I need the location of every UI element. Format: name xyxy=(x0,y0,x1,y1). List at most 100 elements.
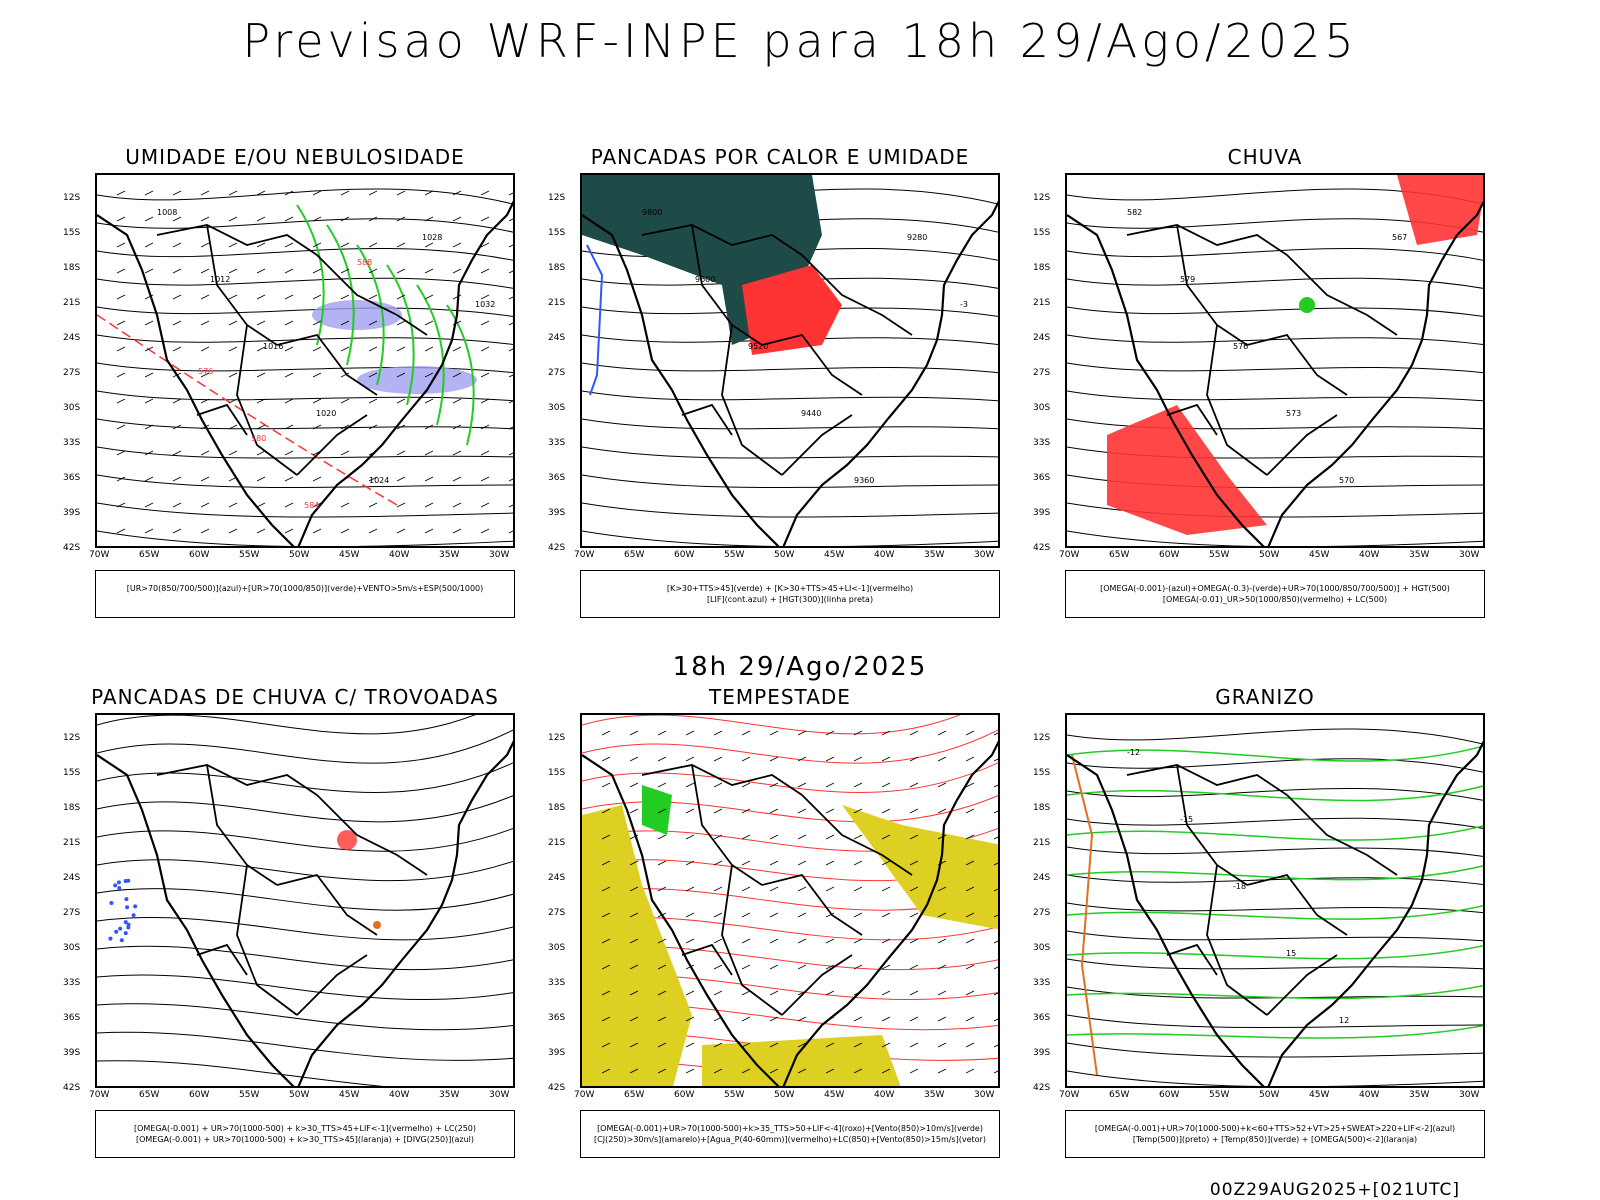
map-panel-6: GRANIZO -12 -15 -18 15 12 12S 15S 18S 21S 24S 27S 30… xyxy=(1045,685,1485,1145)
lon-tick-label: 65W xyxy=(139,1090,159,1100)
lat-tick-label: 15S xyxy=(63,768,80,778)
lon-tick-label: 65W xyxy=(139,550,159,560)
lat-tick-label: 21S xyxy=(63,838,80,848)
lat-tick-label: 33S xyxy=(63,978,80,988)
weather-map: 9800 9600 9520 9440 9360 9280 -3 xyxy=(580,173,1000,548)
panel-legend: [OMEGA(-0.001) + UR>70(1000-500) + k>30_… xyxy=(95,1110,515,1158)
contour-label: 9360 xyxy=(854,476,874,485)
lat-tick-label: 27S xyxy=(63,368,80,378)
lon-tick-label: 45W xyxy=(339,550,359,560)
lat-tick-label: 36S xyxy=(63,1013,80,1023)
panel-legend: [K>30+TTS>45](verde) + [K>30+TTS>45+LI<-… xyxy=(580,570,1000,618)
lat-tick-label: 33S xyxy=(548,978,565,988)
lon-tick-label: 50W xyxy=(774,1090,794,1100)
contour-label: 9440 xyxy=(801,409,821,418)
panel-legend: [UR>70(850/700/500)](azul)+[UR>70(1000/8… xyxy=(95,570,515,618)
contour-label: 580 xyxy=(251,434,266,443)
lat-tick-label: 39S xyxy=(63,508,80,518)
lon-tick-label: 55W xyxy=(1209,550,1229,560)
lat-tick-label: 24S xyxy=(63,333,80,343)
lat-tick-label: 21S xyxy=(548,838,565,848)
contour-label: -15 xyxy=(1180,815,1193,824)
lat-tick-label: 21S xyxy=(548,298,565,308)
lat-tick-label: 12S xyxy=(548,193,565,203)
lat-tick-label: 21S xyxy=(1033,838,1050,848)
lon-tick-label: 60W xyxy=(189,1090,209,1100)
legend-line: [OMEGA(-0.001)+UR>70(1000-500)+k>35_TTS>… xyxy=(581,1123,999,1134)
lon-tick-label: 60W xyxy=(1159,1090,1179,1100)
lon-tick-label: 45W xyxy=(824,1090,844,1100)
lon-tick-label: 70W xyxy=(574,550,594,560)
lat-tick-label: 27S xyxy=(63,908,80,918)
lon-tick-label: 30W xyxy=(1459,1090,1479,1100)
legend-line: [OMEGA(-0.001)-(azul)+OMEGA(-0.3)-(verde… xyxy=(1066,583,1484,594)
contour-label: -12 xyxy=(1127,748,1140,757)
lat-tick-label: 39S xyxy=(548,1048,565,1058)
lon-tick-label: 45W xyxy=(824,550,844,560)
lon-tick-label: 45W xyxy=(1309,1090,1329,1100)
lat-tick-label: 15S xyxy=(548,228,565,238)
contour-label: 588 xyxy=(357,258,372,267)
lon-tick-label: 65W xyxy=(624,550,644,560)
lon-tick-label: 35W xyxy=(1409,1090,1429,1100)
lat-tick-label: 18S xyxy=(548,803,565,813)
lon-tick-label: 50W xyxy=(1259,550,1279,560)
contour-label: -18 xyxy=(1233,882,1246,891)
lon-tick-label: 40W xyxy=(1359,550,1379,560)
lon-tick-label: 40W xyxy=(874,550,894,560)
panel-title: PANCADAS POR CALOR E UMIDADE xyxy=(560,145,1000,169)
lon-tick-label: 40W xyxy=(389,1090,409,1100)
contour-label: 576 xyxy=(198,367,213,376)
map-graphic: -12 -15 -18 15 12 xyxy=(1067,715,1483,1086)
contour-label: 576 xyxy=(1233,342,1248,351)
lon-tick-label: 65W xyxy=(624,1090,644,1100)
contour-label: 1016 xyxy=(263,342,283,351)
lat-tick-label: 18S xyxy=(1033,803,1050,813)
weather-map: -12 -15 -18 15 12 xyxy=(1065,713,1485,1088)
lon-tick-label: 70W xyxy=(89,550,109,560)
lat-tick-label: 30S xyxy=(63,943,80,953)
contour-label: 15 xyxy=(1286,949,1296,958)
lat-tick-label: 15S xyxy=(63,228,80,238)
contour-label: 582 xyxy=(1127,208,1142,217)
lat-tick-label: 36S xyxy=(548,473,565,483)
lat-tick-label: 33S xyxy=(63,438,80,448)
lon-tick-label: 30W xyxy=(489,1090,509,1100)
lat-tick-label: 15S xyxy=(1033,228,1050,238)
contour-label: 12 xyxy=(1339,1016,1349,1025)
lat-tick-label: 27S xyxy=(1033,908,1050,918)
lat-tick-label: 27S xyxy=(548,368,565,378)
lat-tick-label: 39S xyxy=(548,508,565,518)
weather-map: 582 579 576 573 570 567 xyxy=(1065,173,1485,548)
lon-tick-label: 70W xyxy=(89,1090,109,1100)
lon-tick-label: 35W xyxy=(439,550,459,560)
lat-tick-label: 24S xyxy=(548,333,565,343)
contour-label: 9800 xyxy=(642,208,662,217)
lat-tick-label: 18S xyxy=(63,263,80,273)
legend-line: [OMEGA(-0.01)_UR>50(1000/850)(vermelho) … xyxy=(1066,594,1484,605)
lat-tick-label: 39S xyxy=(63,1048,80,1058)
lat-tick-label: 21S xyxy=(63,298,80,308)
contour-label: 9600 xyxy=(695,275,715,284)
lat-tick-label: 36S xyxy=(63,473,80,483)
lat-tick-label: 39S xyxy=(1033,508,1050,518)
map-graphic: 582 579 576 573 570 567 xyxy=(1067,175,1483,546)
lon-tick-label: 55W xyxy=(724,1090,744,1100)
map-panel-2: PANCADAS POR CALOR E UMIDADE 9800 9600 9520… xyxy=(560,145,1000,605)
lat-tick-label: 36S xyxy=(548,1013,565,1023)
legend-line: [OMEGA(-0.001)+UR>70(1000-500)+k<60+TTS>… xyxy=(1066,1123,1484,1134)
lon-tick-label: 45W xyxy=(339,1090,359,1100)
lat-tick-label: 30S xyxy=(1033,403,1050,413)
lon-tick-label: 35W xyxy=(439,1090,459,1100)
map-graphic xyxy=(97,715,513,1086)
lat-tick-label: 39S xyxy=(1033,1048,1050,1058)
panel-legend: [OMEGA(-0.001)+UR>70(1000-500)+k<60+TTS>… xyxy=(1065,1110,1485,1158)
lon-tick-label: 70W xyxy=(1059,1090,1079,1100)
lat-tick-label: 30S xyxy=(548,403,565,413)
contour-label: 567 xyxy=(1392,233,1407,242)
lon-tick-label: 65W xyxy=(1109,1090,1129,1100)
lat-tick-label: 42S xyxy=(548,1083,565,1093)
legend-line: [K>30+TTS>45](verde) + [K>30+TTS>45+LI<-… xyxy=(581,583,999,594)
panel-title: UMIDADE E/OU NEBULOSIDADE xyxy=(75,145,515,169)
lat-tick-label: 18S xyxy=(548,263,565,273)
